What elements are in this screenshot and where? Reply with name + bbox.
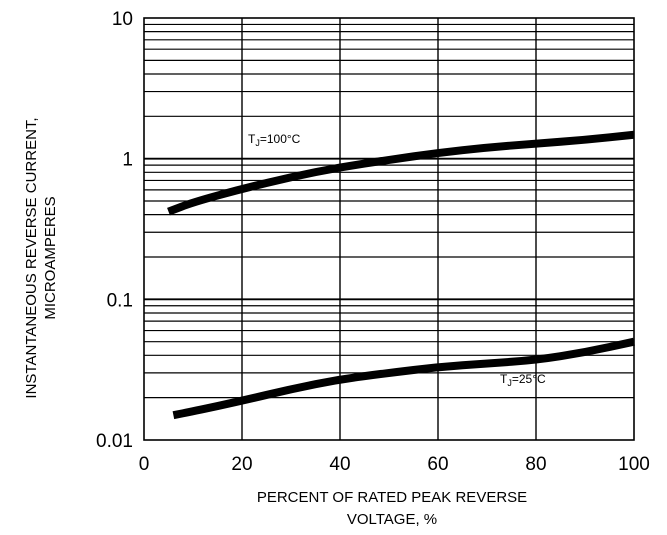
series-line-1 — [172, 337, 635, 420]
series-label-25c-rest: =25°C — [512, 372, 546, 386]
y-tick-label: 0.01 — [96, 431, 133, 452]
y-axis-title-line2: MICROAMPERES — [42, 196, 59, 319]
series-label-100c-rest: =100°C — [260, 132, 301, 146]
series-label-25c-main: T — [500, 372, 508, 386]
x-tick-label: 80 — [525, 454, 546, 475]
x-tick-label: 100 — [618, 454, 650, 475]
series-line-0 — [167, 130, 635, 216]
x-axis-title-line1: PERCENT OF RATED PEAK REVERSE — [257, 489, 527, 506]
series-label-100c-sub: J — [255, 138, 260, 148]
x-tick-label: 60 — [427, 454, 448, 475]
series-label-100c: TJ=100°C — [248, 132, 301, 148]
y-axis-title-line1: INSTANTANEOUS REVERSE CURRENT, — [23, 117, 40, 398]
y-tick-label: 1 — [122, 150, 133, 171]
x-tick-label: 40 — [329, 454, 350, 475]
x-tick-label: 20 — [231, 454, 252, 475]
x-tick-label: 0 — [139, 454, 150, 475]
plot-frame — [143, 17, 635, 441]
series-label-25c: TJ=25°C — [500, 372, 546, 388]
series-group — [167, 130, 635, 420]
x-tick-labels: 0 20 40 60 80 100 — [139, 454, 650, 475]
series-label-100c-main: T — [248, 132, 256, 146]
x-axis-title-line2: VOLTAGE, % — [347, 511, 437, 528]
y-tick-label: 0.1 — [107, 290, 133, 311]
y-tick-labels: 0.01 0.1 1 10 — [96, 9, 133, 452]
y-tick-label: 10 — [112, 9, 133, 30]
grid-lines — [144, 18, 634, 440]
series-label-25c-sub: J — [507, 378, 512, 388]
